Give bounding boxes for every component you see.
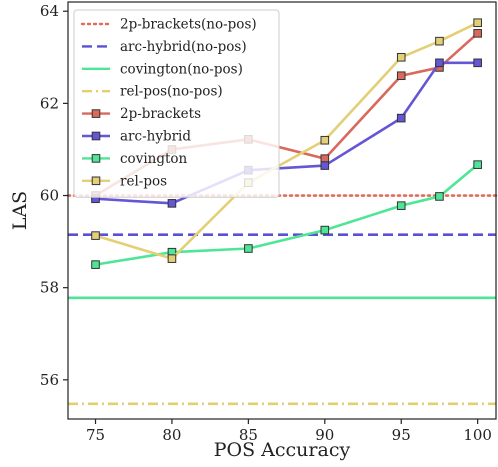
x-tick-label-100: 100 bbox=[463, 426, 492, 444]
data-point-2p-brackets-95 bbox=[396, 71, 406, 81]
data-point-rel-pos-75 bbox=[91, 231, 100, 240]
data-point-covington-75 bbox=[91, 260, 100, 269]
x-axis-title: POS Accuracy bbox=[214, 439, 351, 461]
data-point-covington-90 bbox=[320, 225, 330, 235]
data-point-arc-hybrid-97.5 bbox=[435, 58, 444, 68]
legend-label: rel-pos(no-pos) bbox=[120, 84, 223, 100]
legend-item-2p-brackets(no-pos): 2p-brackets(no-pos) bbox=[80, 17, 257, 33]
data-point-arc-hybrid-100 bbox=[473, 58, 482, 68]
x-tick-label-80: 80 bbox=[162, 426, 181, 444]
data-point-rel-pos-97.5 bbox=[435, 36, 444, 46]
legend-label: arc-hybrid bbox=[120, 129, 191, 145]
plot-frame bbox=[67, 1, 497, 420]
legend-item-covington(no-pos): covington(no-pos) bbox=[82, 61, 243, 77]
data-point-rel-pos-95 bbox=[396, 52, 406, 62]
data-point-rel-pos-90 bbox=[320, 135, 330, 145]
data-point-covington-95 bbox=[396, 201, 406, 210]
axes-layer: 75 80 85 90 95 100 56 58 60 62 64 POS Accuracy LAS bbox=[9, 1, 497, 461]
legend-swatch-marker bbox=[91, 154, 101, 163]
y-tick-label-62: 62 bbox=[40, 94, 59, 112]
data-point-covington-97.5 bbox=[435, 192, 444, 201]
y-tick-label-56: 56 bbox=[40, 371, 59, 389]
y-tick-label-60: 60 bbox=[40, 187, 59, 205]
legend: 2p-brackets(no-pos) arc-hybrid(no-pos) cov… bbox=[73, 9, 280, 198]
legend-item-rel-pos(no-pos): rel-pos(no-pos) bbox=[82, 84, 223, 100]
data-point-rel-pos-100 bbox=[473, 18, 482, 28]
x-tick-label-75: 75 bbox=[86, 426, 105, 444]
legend-label: covington(no-pos) bbox=[120, 61, 243, 77]
data-point-rel-pos-80 bbox=[167, 254, 177, 263]
data-point-arc-hybrid-80 bbox=[167, 199, 177, 208]
legend-item-arc-hybrid(no-pos): arc-hybrid(no-pos) bbox=[82, 39, 247, 55]
y-tick-label-64: 64 bbox=[40, 2, 59, 20]
x-tick-label-95: 95 bbox=[392, 426, 411, 444]
y-tick-label-58: 58 bbox=[40, 279, 59, 297]
legend-item-2p-brackets: 2p-brackets bbox=[82, 106, 201, 122]
data-point-arc-hybrid-95 bbox=[396, 113, 406, 123]
legend-label: arc-hybrid(no-pos) bbox=[120, 39, 247, 55]
legend-label: rel-pos bbox=[120, 173, 167, 189]
data-point-covington-100 bbox=[473, 160, 482, 169]
y-axis-title: LAS bbox=[9, 191, 31, 230]
x-tick-label-90: 90 bbox=[315, 426, 334, 444]
legend-box bbox=[73, 9, 280, 198]
data-point-arc-hybrid-90 bbox=[320, 161, 330, 170]
data-point-2p-brackets-100 bbox=[473, 29, 482, 38]
x-tick-label-85: 85 bbox=[239, 426, 258, 444]
data-point-covington-85 bbox=[244, 244, 253, 253]
legend-item-rel-pos: rel-pos bbox=[82, 173, 167, 189]
legend-label: 2p-brackets bbox=[120, 106, 201, 122]
legend-label: 2p-brackets(no-pos) bbox=[120, 17, 257, 33]
legend-swatch-marker bbox=[91, 109, 101, 118]
legend-item-covington: covington bbox=[82, 151, 188, 167]
legend-label: covington bbox=[120, 151, 188, 167]
legend-item-arc-hybrid: arc-hybrid bbox=[82, 129, 191, 145]
legend-swatch-marker bbox=[91, 176, 101, 186]
legend-swatch-marker bbox=[91, 131, 101, 141]
